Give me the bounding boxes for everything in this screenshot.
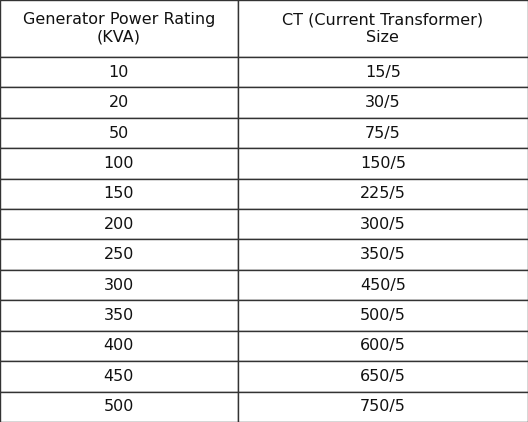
Text: 500/5: 500/5 — [360, 308, 406, 323]
Text: 350/5: 350/5 — [360, 247, 406, 262]
Text: 20: 20 — [109, 95, 129, 110]
Bar — [238, 331, 528, 361]
Text: 15/5: 15/5 — [365, 65, 401, 80]
Text: 450: 450 — [103, 369, 134, 384]
Bar — [238, 361, 528, 392]
Text: 75/5: 75/5 — [365, 125, 401, 141]
Text: 150/5: 150/5 — [360, 156, 406, 171]
Bar — [238, 209, 528, 240]
Bar — [0, 209, 238, 240]
Text: 450/5: 450/5 — [360, 278, 406, 292]
Bar — [238, 270, 528, 300]
Bar — [0, 57, 238, 87]
Bar — [238, 0, 528, 57]
Text: 225/5: 225/5 — [360, 187, 406, 201]
Bar — [0, 240, 238, 270]
Bar — [0, 118, 238, 148]
Bar — [0, 331, 238, 361]
Text: 30/5: 30/5 — [365, 95, 401, 110]
Text: CT (Current Transformer)
Size: CT (Current Transformer) Size — [282, 12, 483, 45]
Text: 10: 10 — [109, 65, 129, 80]
Text: 650/5: 650/5 — [360, 369, 406, 384]
Text: Generator Power Rating
(KVA): Generator Power Rating (KVA) — [23, 12, 215, 45]
Text: 750/5: 750/5 — [360, 399, 406, 414]
Bar — [0, 392, 238, 422]
Text: 400: 400 — [103, 338, 134, 354]
Bar — [0, 300, 238, 331]
Bar — [238, 300, 528, 331]
Bar — [238, 179, 528, 209]
Text: 300/5: 300/5 — [360, 217, 406, 232]
Bar — [0, 179, 238, 209]
Text: 100: 100 — [103, 156, 134, 171]
Bar — [0, 87, 238, 118]
Bar — [0, 361, 238, 392]
Text: 300: 300 — [103, 278, 134, 292]
Text: 500: 500 — [103, 399, 134, 414]
Bar — [238, 57, 528, 87]
Text: 600/5: 600/5 — [360, 338, 406, 354]
Text: 200: 200 — [103, 217, 134, 232]
Bar — [238, 240, 528, 270]
Bar — [238, 118, 528, 148]
Bar — [0, 0, 238, 57]
Bar — [238, 148, 528, 179]
Bar — [238, 87, 528, 118]
Bar — [238, 392, 528, 422]
Bar — [0, 270, 238, 300]
Text: 350: 350 — [103, 308, 134, 323]
Bar — [0, 148, 238, 179]
Text: 50: 50 — [109, 125, 129, 141]
Text: 250: 250 — [103, 247, 134, 262]
Text: 150: 150 — [103, 187, 134, 201]
